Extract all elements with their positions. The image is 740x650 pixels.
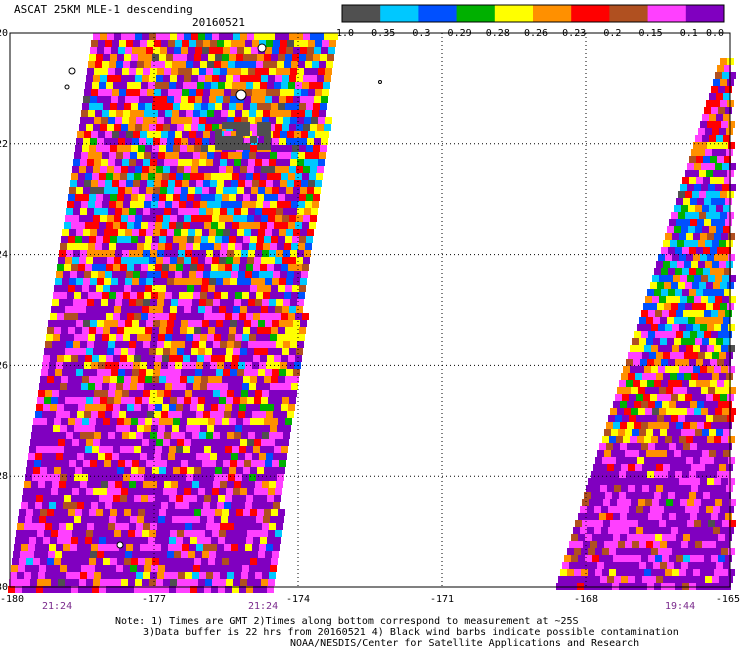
note-line-1: Note: 1) Times are GMT 2)Times along bot…	[115, 616, 579, 627]
island-outline	[116, 541, 124, 549]
colorbar-swatch	[342, 5, 381, 22]
latitude-label: -28	[0, 471, 8, 482]
swath1-time-left: 21:24	[42, 601, 73, 612]
note-line-3: NOAA/NESDIS/Center for Satellite Applica…	[290, 638, 640, 649]
colorbar-swatch	[418, 5, 457, 22]
longitude-label: -165	[716, 594, 740, 605]
island-outline	[378, 80, 382, 84]
longitude-label: -174	[286, 594, 310, 605]
note-line-2: 3)Data buffer is 22 hrs from 20160521 4)…	[143, 627, 679, 638]
colorbar-swatch	[571, 5, 610, 22]
latitude-label: -26	[0, 360, 8, 371]
swath2-time: 19:44	[665, 601, 696, 612]
map-plot: -180 -177 -174 -171 -168 -165 -20 -22 -24 -26 -28 -…	[0, 28, 740, 605]
latitude-label: -24	[0, 250, 8, 261]
longitude-label: -180	[0, 594, 24, 605]
island-outlines	[64, 43, 382, 549]
map-frame	[9, 32, 731, 588]
colorbar-swatch	[494, 5, 534, 22]
longitude-label: -168	[574, 594, 598, 605]
colorbar-swatch	[685, 5, 725, 22]
colorbar-swatch	[609, 5, 648, 22]
latitude-label: -20	[0, 28, 8, 39]
colorbar-swatch	[533, 5, 572, 22]
latitude-label: -30	[0, 582, 8, 593]
swath1-time-right: 21:24	[248, 601, 279, 612]
latitude-label: -22	[0, 139, 8, 150]
longitude-label: -177	[142, 594, 166, 605]
island-outline	[64, 84, 70, 90]
colorbar-swatch	[647, 5, 687, 22]
colorbar-swatch	[380, 5, 419, 22]
longitude-label: -171	[430, 594, 454, 605]
scatterometer-cells	[8, 33, 736, 593]
map-date: 20160521	[192, 16, 245, 29]
map-title: ASCAT 25KM MLE-1 descending	[14, 3, 193, 16]
island-outline	[257, 43, 267, 53]
island-outline	[68, 67, 76, 75]
colorbar-frame	[341, 4, 725, 23]
colorbar-swatch	[456, 5, 496, 22]
island-outline	[235, 89, 247, 101]
